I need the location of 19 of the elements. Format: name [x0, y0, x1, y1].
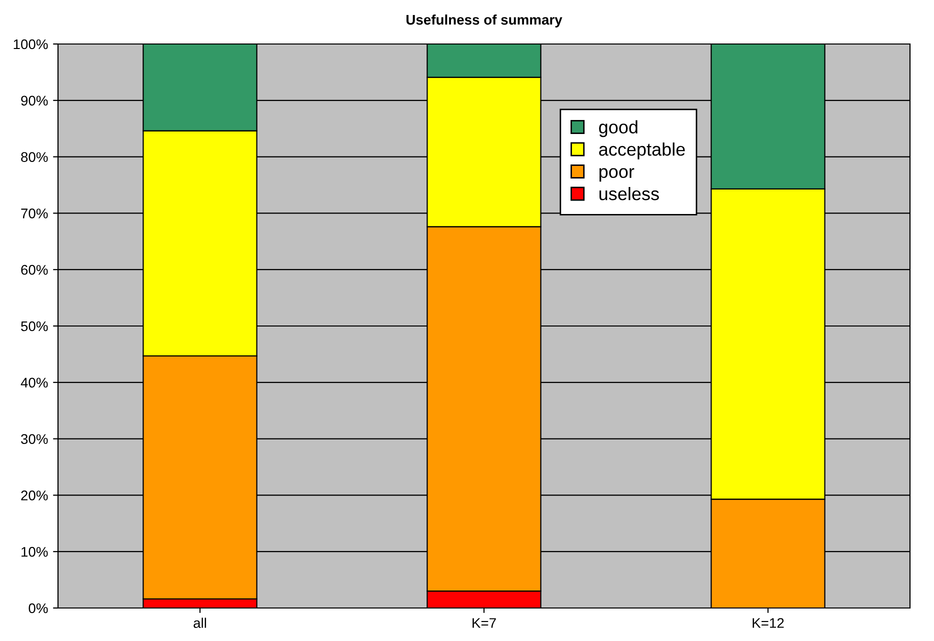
- y-tick-label: 70%: [21, 208, 48, 218]
- y-tick-label: 50%: [21, 321, 48, 332]
- legend-label: useless: [600, 187, 659, 200]
- y-tick-label: 10%: [22, 546, 48, 557]
- y-tick-label: 20%: [21, 490, 48, 500]
- x-tick-label: K=7: [472, 618, 496, 628]
- y-tick-label: 90%: [21, 96, 48, 106]
- legend-label: acceptable: [599, 142, 685, 160]
- y-tick-label: 60%: [21, 264, 48, 275]
- legend-label: good: [599, 120, 638, 138]
- x-tick-label: K=12: [752, 618, 784, 628]
- y-tick-label: 40%: [20, 378, 48, 388]
- y-tick-label: 80%: [21, 152, 48, 162]
- y-tick-label: 0%: [28, 603, 48, 614]
- legend-label: poor: [599, 168, 634, 182]
- y-tick-label: 30%: [21, 434, 48, 444]
- y-tick-label: 100%: [14, 39, 48, 50]
- chart-title: Usefulness of summary: [406, 14, 562, 28]
- x-tick-label: all: [194, 618, 206, 628]
